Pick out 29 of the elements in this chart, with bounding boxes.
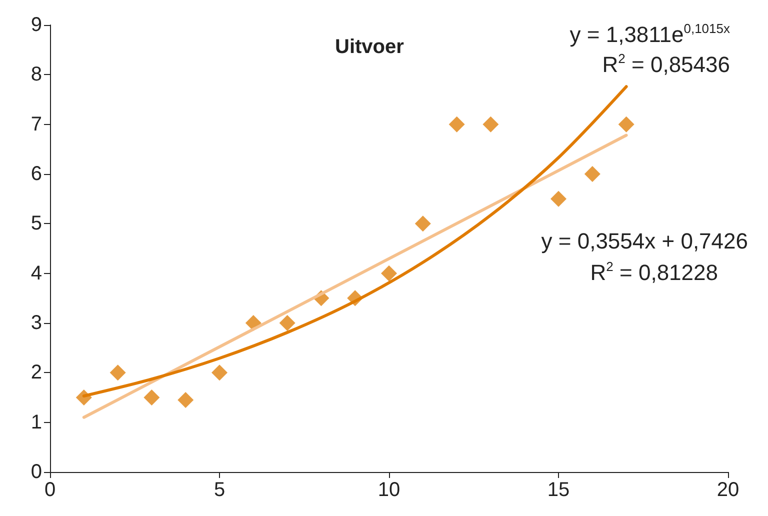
text: Uitvoer (335, 36, 404, 58)
point (178, 392, 194, 408)
point (584, 166, 600, 182)
point (110, 364, 126, 381)
point (381, 265, 397, 282)
y-tick-label: 1 (30, 411, 42, 434)
x-tick-label: 5 (214, 479, 226, 501)
x-tick-label: 20 (716, 479, 740, 501)
point (448, 116, 465, 132)
x-tick-label: 10 (378, 479, 400, 501)
y-tick-label: 3 (30, 312, 42, 334)
point (212, 364, 228, 381)
y-tick-label: 5 (30, 212, 42, 235)
point (482, 116, 499, 132)
y-tick-label: 0 (30, 461, 42, 483)
point (414, 216, 431, 232)
point (279, 315, 296, 331)
annotation: y = 0,3554x + 0,7426 (541, 228, 748, 254)
y-tick-label: 9 (30, 14, 42, 36)
x-tick-label: 15 (547, 479, 570, 501)
y-tick-label: 2 (30, 362, 42, 384)
point (550, 190, 566, 207)
y-tick-label: 7 (30, 113, 42, 136)
point (144, 390, 160, 406)
point (618, 116, 634, 132)
y-tick-label: 6 (30, 163, 42, 185)
y-tick-label: 4 (30, 262, 42, 284)
x-tick-label: 0 (44, 479, 56, 501)
y-tick-label: 8 (30, 64, 42, 86)
